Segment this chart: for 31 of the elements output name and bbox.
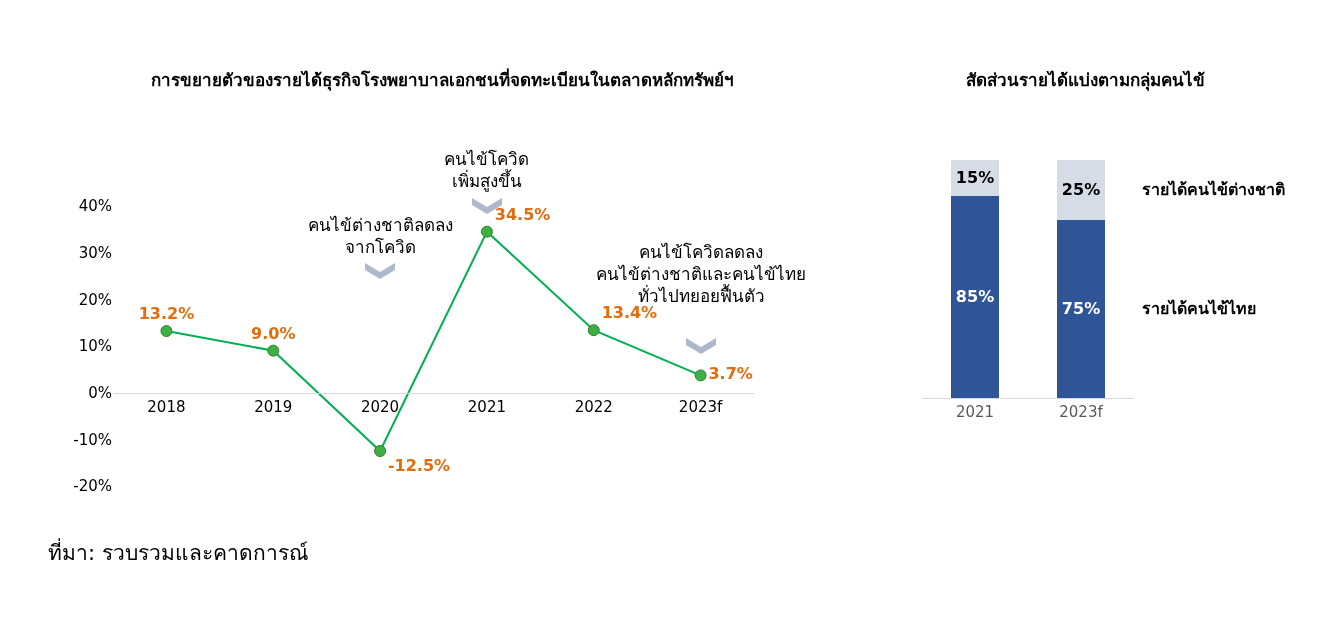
x-tick-label: 2020	[360, 397, 400, 416]
data-label: 9.0%	[251, 323, 296, 343]
data-label: 25%	[1061, 180, 1101, 200]
x-tick-label: 2023f	[678, 397, 724, 416]
data-label: 85%	[955, 287, 995, 307]
data-label: 75%	[1061, 299, 1101, 319]
data-label: 3.7%	[708, 364, 753, 384]
y-tick-label: 40%	[78, 197, 112, 216]
x-tick-label: 2019	[254, 397, 293, 416]
y-tick-label: 10%	[78, 337, 112, 356]
text: รายได้คนไข้ไทย	[1142, 299, 1256, 318]
data-label: 15%	[955, 168, 995, 188]
x-tick-label: 2021	[467, 397, 507, 416]
text: รายได้คนไข้ต่างชาติ	[1142, 180, 1285, 199]
x-tick-label: 2021	[955, 403, 995, 421]
annotation: คนไข้ต่างชาติลดลง จากโควิด	[308, 215, 453, 258]
data-label: 13.2%	[138, 304, 195, 324]
chart-title: สัดส่วนรายได้แบ่งตามกลุ่มคนไข้	[965, 70, 1205, 92]
y-tick-label: -20%	[73, 477, 112, 496]
y-tick-label: 30%	[78, 243, 112, 262]
x-tick-label: 2022	[574, 397, 613, 416]
data-label: -12.5%	[387, 455, 451, 475]
chart-title: การขยายตัวของรายได้ธุรกิจโรงพยาบาลเอกชนที่จดทะเบียนในตลาดหลักทรัพย์ฯ	[150, 68, 734, 92]
annotation: คนไข้โควิด เพิ่มสูงขึ้น	[444, 149, 529, 193]
x-tick-label: 2018	[147, 397, 186, 416]
data-label: 34.5%	[494, 204, 551, 224]
text: ที่มา: รวบรวมและคาดการณ์	[48, 537, 308, 567]
y-tick-label: 0%	[88, 383, 112, 402]
y-tick-label: -10%	[73, 430, 112, 449]
y-tick-label: 20%	[78, 290, 112, 309]
x-tick-label: 2023f	[1059, 403, 1104, 421]
